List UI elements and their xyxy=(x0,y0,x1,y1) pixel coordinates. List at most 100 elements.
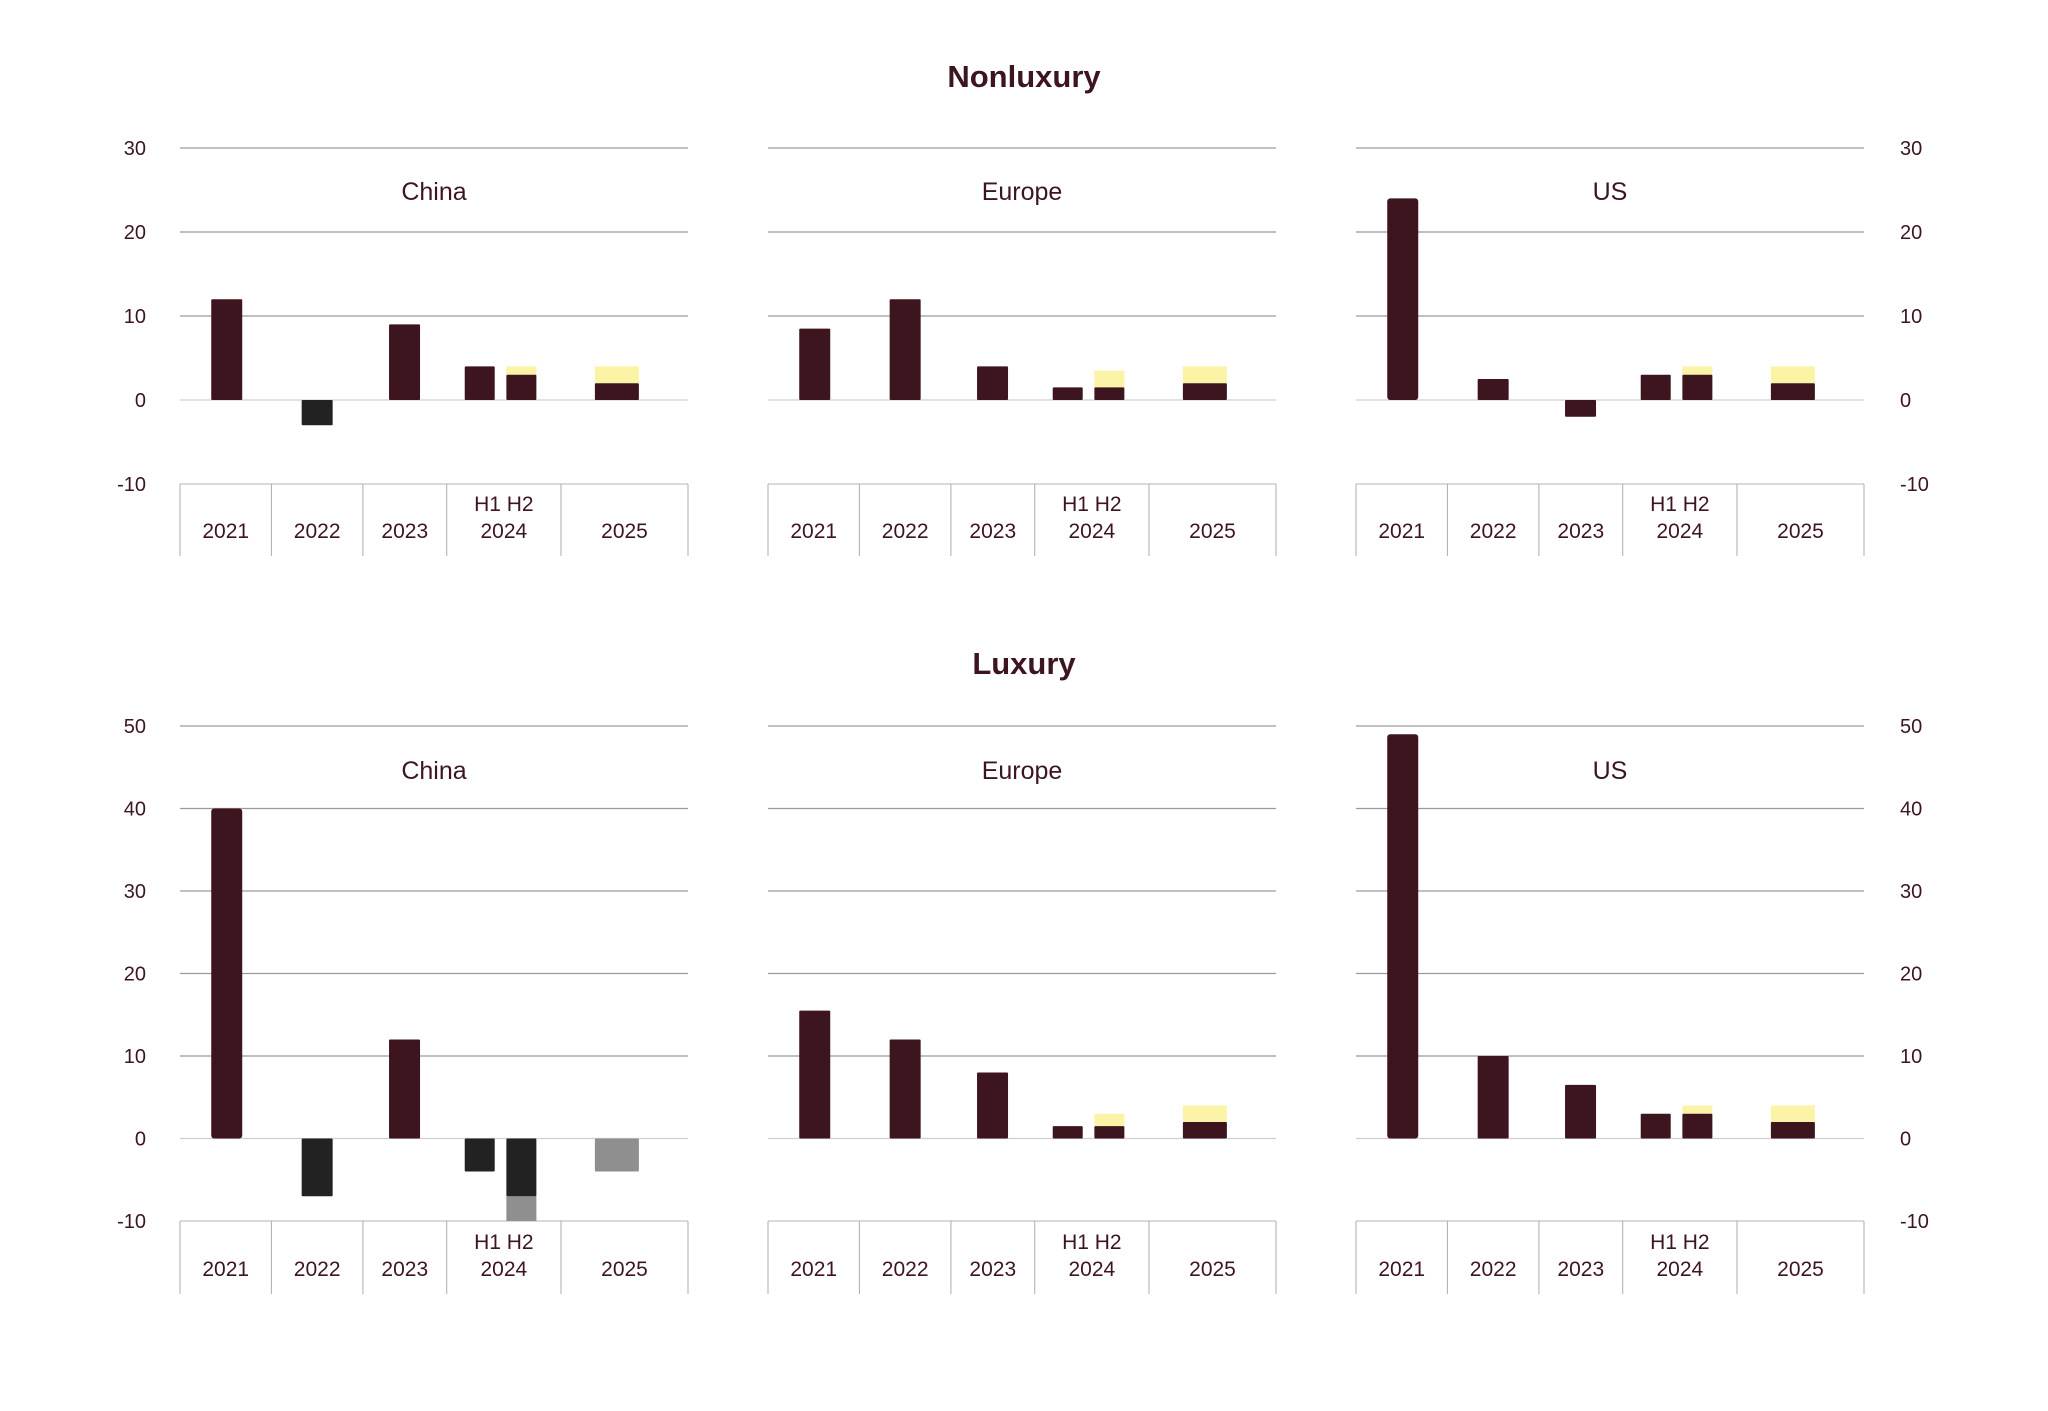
y-tick-label: 50 xyxy=(124,716,146,738)
category-label: 2024 xyxy=(1656,1258,1703,1281)
category-label: 2022 xyxy=(294,520,341,543)
bar-range-2024-h2 xyxy=(1682,1105,1713,1114)
bar-2024-h2 xyxy=(506,374,537,400)
category-label: 2025 xyxy=(1189,1258,1236,1281)
category-label: 2022 xyxy=(1470,520,1517,543)
bar-2022 xyxy=(1477,1056,1509,1139)
category-label: 2021 xyxy=(1378,1258,1425,1281)
y-tick-label: -10 xyxy=(1900,1211,1929,1233)
y-tick-label: 10 xyxy=(1900,1046,1922,1068)
panel-title: Europe xyxy=(982,757,1063,785)
y-tick-label: 0 xyxy=(1900,390,1911,412)
category-label: 2023 xyxy=(381,520,428,543)
y-tick-label: 20 xyxy=(124,222,146,244)
y-tick-label: 40 xyxy=(1900,799,1922,821)
panel-luxury-europe: 2021 2022 2023 2024 2025 H1 H2 Europe xyxy=(767,725,1277,1294)
half-year-label: H1 H2 xyxy=(1650,1231,1710,1254)
bar-2023 xyxy=(1565,1084,1597,1139)
bar-range-2024-h2 xyxy=(506,1196,537,1221)
bar-range-2024-h2 xyxy=(1094,370,1125,388)
panel-nonluxury-europe: 2021 2022 2023 2024 2025 H1 H2 Europe xyxy=(767,147,1277,556)
half-year-label: H1 H2 xyxy=(1062,493,1122,516)
category-label: 2024 xyxy=(1068,1258,1115,1281)
y-tick-label: -10 xyxy=(1900,474,1929,496)
category-label: 2025 xyxy=(1189,520,1236,543)
y-tick-label: 30 xyxy=(1900,138,1922,160)
y-tick-label: 20 xyxy=(1900,222,1922,244)
y-tick-label: 0 xyxy=(135,1129,146,1151)
y-tick-label: -10 xyxy=(117,474,146,496)
category-label: 2022 xyxy=(882,520,929,543)
panel-nonluxury-china: 2021 2022 2023 2024 2025 H1 H2 China xyxy=(179,147,689,556)
panel-title: Europe xyxy=(982,178,1063,206)
bar-range-2025 xyxy=(1770,366,1815,384)
y-tick-label: -10 xyxy=(117,1211,146,1233)
bar-2023 xyxy=(389,1039,421,1139)
bar-range-2025 xyxy=(1182,366,1227,384)
y-tick-label: 10 xyxy=(1900,306,1922,328)
bar-2022 xyxy=(301,1138,333,1197)
bar-2025 xyxy=(1182,383,1227,400)
y-tick-label: 10 xyxy=(124,1046,146,1068)
category-label: 2025 xyxy=(1777,1258,1824,1281)
category-label: 2023 xyxy=(969,520,1016,543)
bar-2025 xyxy=(1182,1122,1227,1139)
bar-2024-h1 xyxy=(464,1138,495,1172)
category-label: 2021 xyxy=(1378,520,1425,543)
bar-2024-h1 xyxy=(1640,374,1671,400)
bar-2024-h2 xyxy=(1682,374,1713,400)
y-tick-label: 10 xyxy=(124,306,146,328)
bar-2025 xyxy=(594,1138,639,1172)
category-label: 2024 xyxy=(1656,520,1703,543)
category-label: 2022 xyxy=(1470,1258,1517,1281)
y-tick-label: 30 xyxy=(1900,881,1922,903)
bar-2025 xyxy=(1770,1122,1815,1139)
bar-range-2024-h2 xyxy=(506,366,537,375)
bar-2021 xyxy=(211,808,243,1139)
category-label: 2022 xyxy=(294,1258,341,1281)
category-label: 2025 xyxy=(1777,520,1824,543)
panel-title: China xyxy=(401,757,466,785)
bar-2024-h2 xyxy=(506,1138,537,1197)
panel-nonluxury-us: 2021 2022 2023 2024 2025 H1 H2 US xyxy=(1355,147,1865,556)
panel-title: US xyxy=(1593,178,1628,206)
category-label: 2023 xyxy=(969,1258,1016,1281)
category-label: 2025 xyxy=(601,520,648,543)
bar-2021 xyxy=(211,299,243,400)
category-label: 2024 xyxy=(480,520,527,543)
bar-2022 xyxy=(889,1039,921,1139)
bar-2024-h2 xyxy=(1094,387,1125,400)
bar-2024-h2 xyxy=(1094,1126,1125,1139)
half-year-label: H1 H2 xyxy=(1062,1231,1122,1254)
y-tick-label: 40 xyxy=(124,799,146,821)
y-tick-label: 0 xyxy=(135,390,146,412)
category-label: 2023 xyxy=(1557,1258,1604,1281)
bar-2021 xyxy=(1387,734,1419,1139)
bar-range-2024-h2 xyxy=(1682,366,1713,375)
category-label: 2024 xyxy=(1068,520,1115,543)
half-year-label: H1 H2 xyxy=(474,1231,534,1254)
panel-luxury-us: 2021 2022 2023 2024 2025 H1 H2 US xyxy=(1355,725,1865,1294)
category-label: 2021 xyxy=(790,1258,837,1281)
section-title-luxury: Luxury xyxy=(972,646,1076,681)
category-label: 2021 xyxy=(790,520,837,543)
bar-2021 xyxy=(799,1010,831,1139)
category-label: 2021 xyxy=(202,520,249,543)
bar-2025 xyxy=(594,383,639,400)
bar-2021 xyxy=(799,328,831,400)
bar-2024-h1 xyxy=(1052,1126,1083,1139)
bar-range-2024-h2 xyxy=(1094,1113,1125,1127)
category-label: 2025 xyxy=(601,1258,648,1281)
y-tick-label: 20 xyxy=(1900,964,1922,986)
panel-luxury-china: 2021 2022 2023 2024 2025 H1 H2 China xyxy=(179,725,689,1294)
half-year-label: H1 H2 xyxy=(474,493,534,516)
bar-2023 xyxy=(977,1072,1009,1139)
panel-title: US xyxy=(1593,757,1628,785)
bar-range-2025 xyxy=(1182,1105,1227,1122)
bar-range-2025 xyxy=(594,366,639,384)
category-label: 2023 xyxy=(1557,520,1604,543)
section-title-nonluxury: Nonluxury xyxy=(947,59,1101,94)
y-tick-label: 0 xyxy=(1900,1129,1911,1151)
bar-2025 xyxy=(1770,383,1815,400)
